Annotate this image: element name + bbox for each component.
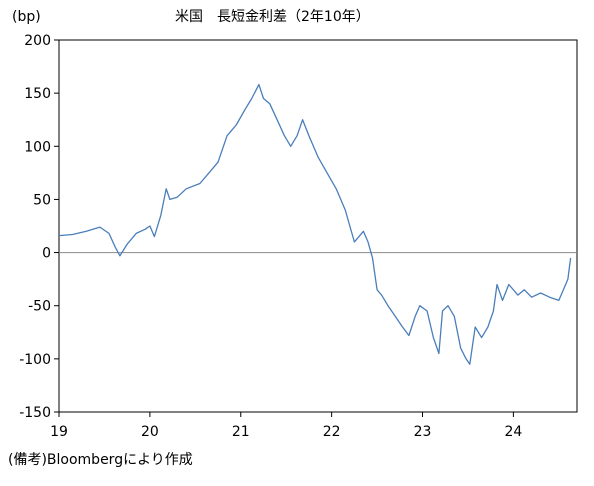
series-line <box>58 83 572 365</box>
y-tick-label: -50 <box>28 299 51 315</box>
y-tick-label: 200 <box>24 33 51 49</box>
y-axis-unit-label: (bp) <box>12 9 41 25</box>
y-tick-label: 150 <box>24 86 51 102</box>
y-axis: 200 150 100 50 0 -50 -100 -150 <box>19 33 59 421</box>
x-tick-label: 23 <box>414 424 432 440</box>
x-tick-label: 19 <box>50 424 68 440</box>
y-tick-label: 100 <box>24 139 51 155</box>
x-tick-label: 24 <box>504 424 522 440</box>
y-tick-label: -150 <box>19 405 51 421</box>
source-note: (備考)Bloombergにより作成 <box>8 452 193 468</box>
x-tick-label: 20 <box>141 424 159 440</box>
y-tick-label: 50 <box>33 192 51 208</box>
x-tick-label: 22 <box>323 424 341 440</box>
y-tick-label: -100 <box>19 352 51 368</box>
plot-area <box>58 39 578 413</box>
y-tick-label: 0 <box>42 246 51 262</box>
chart-title: 米国 長短金利差（2年10年） <box>175 9 370 25</box>
x-tick-label: 21 <box>232 424 250 440</box>
x-axis: 19 20 21 22 23 24 <box>50 412 522 440</box>
